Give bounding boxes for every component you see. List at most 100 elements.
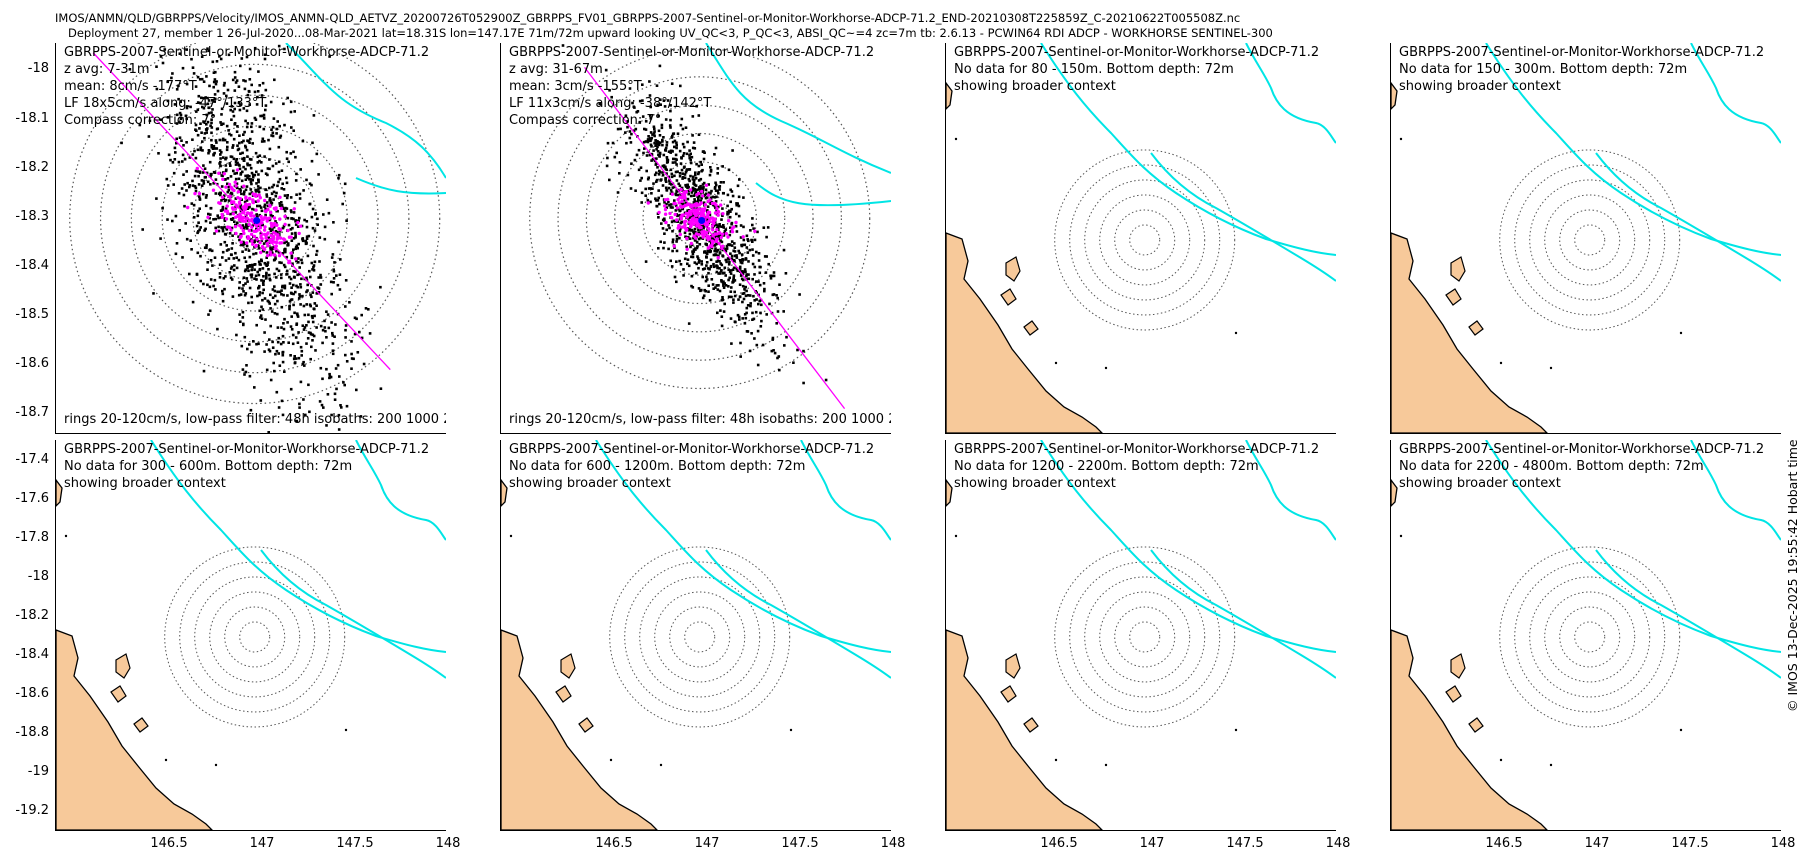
velocity-point	[690, 162, 693, 165]
velocity-point	[663, 232, 666, 235]
velocity-point	[739, 355, 742, 358]
velocity-point	[255, 182, 258, 185]
panel-annotation: mean: 8cm/s -177°T	[64, 79, 197, 94]
velocity-point	[647, 199, 650, 202]
velocity-point	[197, 252, 200, 255]
velocity-point	[767, 226, 770, 229]
velocity-point	[741, 317, 744, 320]
velocity-point	[199, 197, 202, 200]
velocity-point	[334, 393, 337, 396]
velocity-point	[286, 294, 289, 297]
velocity-point	[742, 259, 745, 262]
velocity-point	[707, 290, 710, 293]
velocity-point	[658, 170, 661, 173]
lowpass-point	[717, 210, 720, 213]
velocity-point	[293, 237, 296, 240]
lowpass-point	[250, 233, 253, 236]
velocity-point	[658, 173, 661, 176]
velocity-point	[307, 321, 310, 324]
velocity-point	[291, 217, 294, 220]
velocity-point	[279, 136, 282, 139]
velocity-point	[733, 260, 736, 263]
velocity-point	[745, 312, 748, 315]
velocity-point	[670, 169, 673, 172]
velocity-point	[288, 305, 291, 308]
velocity-point	[665, 118, 668, 121]
velocity-point	[250, 84, 253, 87]
velocity-point	[656, 166, 659, 169]
velocity-point	[282, 354, 285, 357]
reef-dot	[1550, 764, 1552, 766]
velocity-point	[271, 193, 274, 196]
velocity-point	[274, 303, 277, 306]
velocity-point	[657, 197, 660, 200]
velocity-point	[739, 259, 742, 262]
velocity-point	[313, 335, 316, 338]
velocity-point	[339, 273, 342, 276]
velocity-point	[641, 192, 644, 195]
velocity-point	[298, 406, 301, 409]
panel-caption: rings 20-120cm/s, low-pass filter: 48h i…	[64, 412, 446, 427]
velocity-point	[343, 192, 346, 195]
velocity-point	[276, 268, 279, 271]
velocity-point	[268, 168, 271, 171]
velocity-point	[249, 256, 252, 259]
coastline-land	[1391, 83, 1397, 109]
y-tick-label: -18.6	[5, 686, 49, 701]
velocity-point	[216, 328, 219, 331]
reef-dot	[1400, 535, 1402, 537]
velocity-point	[666, 158, 669, 161]
lowpass-point	[254, 208, 257, 211]
velocity-point	[171, 72, 174, 75]
lowpass-point	[299, 225, 302, 228]
velocity-point	[749, 350, 752, 353]
velocity-point	[198, 229, 201, 232]
velocity-point	[723, 303, 726, 306]
x-tick-label: 147.5	[1215, 836, 1275, 851]
velocity-point	[321, 342, 324, 345]
velocity-point	[290, 211, 293, 214]
velocity-point	[277, 341, 280, 344]
lowpass-point	[221, 196, 224, 199]
velocity-point	[120, 142, 123, 145]
velocity-point	[745, 295, 748, 298]
lowpass-point	[294, 257, 297, 260]
velocity-point	[692, 176, 695, 179]
velocity-point	[721, 264, 724, 267]
velocity-point	[245, 248, 248, 251]
x-tick-label: 147	[1122, 836, 1182, 851]
velocity-point	[363, 363, 366, 366]
lowpass-point	[668, 212, 671, 215]
lowpass-point	[712, 220, 715, 223]
velocity-point	[220, 151, 223, 154]
velocity-point	[662, 136, 665, 139]
velocity-point	[257, 70, 260, 73]
velocity-point	[669, 124, 672, 127]
velocity-point	[258, 261, 261, 264]
velocity-point	[307, 337, 310, 340]
velocity-point	[315, 253, 318, 256]
velocity-point	[261, 210, 264, 213]
velocity-point	[758, 252, 761, 255]
speed-ring	[1575, 225, 1605, 255]
velocity-point	[223, 84, 226, 87]
velocity-point	[290, 292, 293, 295]
velocity-point	[251, 266, 254, 269]
velocity-point	[215, 178, 218, 181]
velocity-point	[697, 267, 700, 270]
velocity-point	[720, 269, 723, 272]
velocity-point	[667, 201, 670, 204]
velocity-point	[195, 187, 198, 190]
lowpass-point	[246, 203, 249, 206]
velocity-point	[273, 259, 276, 262]
velocity-point	[652, 149, 655, 152]
velocity-point	[721, 165, 724, 168]
velocity-point	[736, 230, 739, 233]
velocity-point	[244, 80, 247, 83]
velocity-point	[249, 287, 252, 290]
lowpass-point	[685, 203, 688, 206]
velocity-point	[251, 122, 254, 125]
speed-ring	[1575, 622, 1605, 652]
velocity-point	[331, 334, 334, 337]
velocity-point	[705, 189, 708, 192]
